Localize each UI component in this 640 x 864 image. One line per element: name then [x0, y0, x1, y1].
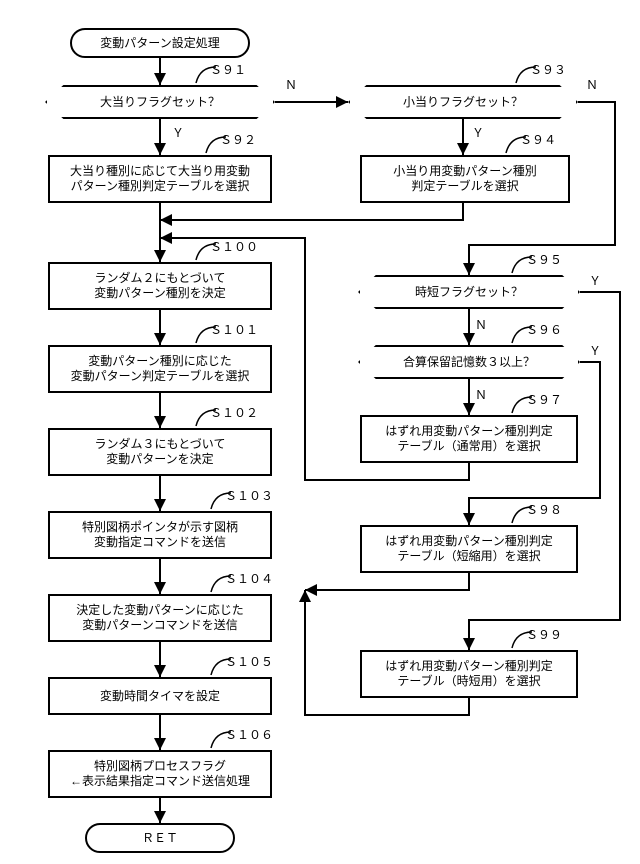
- edge-label-s91_y: Ｙ: [172, 124, 184, 141]
- node-s93: 小当りフラグセット？: [348, 85, 578, 119]
- node-s98: はずれ用変動パターン種別判定 テーブル（短縮用）を選択: [360, 525, 578, 573]
- node-label: ランダム３にもとづいて 変動パターンを決定: [95, 437, 226, 467]
- edge-label-s95_n: Ｎ: [475, 316, 487, 333]
- step-label-s103: Ｓ１０３: [225, 487, 273, 504]
- step-label-s96: Ｓ９６: [526, 321, 562, 338]
- node-s91: 大当りフラグセット？: [45, 85, 275, 119]
- node-label: 変動パターン設定処理: [100, 36, 219, 51]
- node-s103: 特別図柄ポインタが示す図柄 変動指定コマンドを送信: [48, 511, 272, 559]
- node-s92: 大当り種別に応じて大当り用変動 パターン種別判定テーブルを選択: [48, 155, 272, 203]
- node-label: 大当りフラグセット？: [100, 95, 220, 110]
- node-s106: 特別図柄プロセスフラグ ←表示結果指定コマンド送信処理: [48, 750, 272, 798]
- node-label: はずれ用変動パターン種別判定 テーブル（短縮用）を選択: [385, 534, 552, 564]
- step-label-s102: Ｓ１０２: [210, 404, 258, 421]
- node-label: 小当りフラグセット？: [403, 95, 523, 110]
- edge-label-s96_y: Ｙ: [589, 342, 601, 359]
- edge-label-s91_n: Ｎ: [285, 76, 297, 93]
- step-label-s99: Ｓ９９: [526, 626, 562, 643]
- step-label-s105: Ｓ１０５: [225, 653, 273, 670]
- node-s97: はずれ用変動パターン種別判定 テーブル（通常用）を選択: [360, 415, 578, 463]
- node-label: 時短フラグセット？: [415, 285, 523, 300]
- step-label-s106: Ｓ１０６: [225, 726, 273, 743]
- node-s100: ランダム２にもとづいて 変動パターン種別を決定: [48, 262, 272, 310]
- edge-label-s96_n: Ｎ: [475, 386, 487, 403]
- step-label-s97: Ｓ９７: [526, 391, 562, 408]
- node-s105: 変動時間タイマを設定: [48, 677, 272, 715]
- node-s96: 合算保留記憶数３以上？: [358, 345, 580, 379]
- edge-label-s93_y: Ｙ: [472, 124, 484, 141]
- node-s101: 変動パターン種別に応じた 変動パターン判定テーブルを選択: [48, 345, 272, 393]
- node-label: 小当り用変動パターン種別 判定テーブルを選択: [393, 164, 536, 194]
- step-label-s92: Ｓ９２: [220, 131, 256, 148]
- node-start: 変動パターン設定処理: [70, 28, 250, 58]
- step-label-s93: Ｓ９３: [530, 61, 566, 78]
- step-label-s100: Ｓ１００: [210, 238, 258, 255]
- node-label: 合算保留記憶数３以上？: [403, 355, 535, 370]
- node-label: ランダム２にもとづいて 変動パターン種別を決定: [94, 271, 225, 301]
- step-label-s91: Ｓ９１: [210, 61, 246, 78]
- node-s102: ランダム３にもとづいて 変動パターンを決定: [48, 428, 272, 476]
- step-label-s101: Ｓ１０１: [210, 321, 258, 338]
- step-label-s98: Ｓ９８: [526, 501, 562, 518]
- node-label: 特別図柄プロセスフラグ ←表示結果指定コマンド送信処理: [70, 759, 250, 789]
- step-label-s104: Ｓ１０４: [225, 570, 273, 587]
- node-label: ＲＥＴ: [142, 831, 178, 846]
- flowchart-canvas: 変動パターン設定処理大当りフラグセット？ Ｓ９１ 大当り種別に応じて大当り用変動 パ…: [0, 0, 640, 864]
- node-label: 変動パターン種別に応じた 変動パターン判定テーブルを選択: [71, 354, 250, 384]
- node-s94: 小当り用変動パターン種別 判定テーブルを選択: [360, 155, 570, 203]
- step-label-s94: Ｓ９４: [520, 131, 556, 148]
- edge-label-s95_y: Ｙ: [589, 272, 601, 289]
- node-s104: 決定した変動パターンに応じた 変動パターンコマンドを送信: [48, 594, 272, 642]
- node-s95: 時短フラグセット？: [358, 275, 580, 309]
- node-ret: ＲＥＴ: [85, 823, 235, 853]
- step-label-s95: Ｓ９５: [526, 251, 562, 268]
- node-label: 大当り種別に応じて大当り用変動 パターン種別判定テーブルを選択: [70, 164, 250, 194]
- node-label: はずれ用変動パターン種別判定 テーブル（通常用）を選択: [385, 424, 552, 454]
- node-label: はずれ用変動パターン種別判定 テーブル（時短用）を選択: [385, 659, 552, 689]
- edge-label-s93_n: Ｎ: [586, 76, 598, 93]
- node-s99: はずれ用変動パターン種別判定 テーブル（時短用）を選択: [360, 650, 578, 698]
- node-label: 変動時間タイマを設定: [100, 689, 220, 704]
- node-label: 特別図柄ポインタが示す図柄 変動指定コマンドを送信: [82, 520, 238, 550]
- node-label: 決定した変動パターンに応じた 変動パターンコマンドを送信: [76, 603, 243, 633]
